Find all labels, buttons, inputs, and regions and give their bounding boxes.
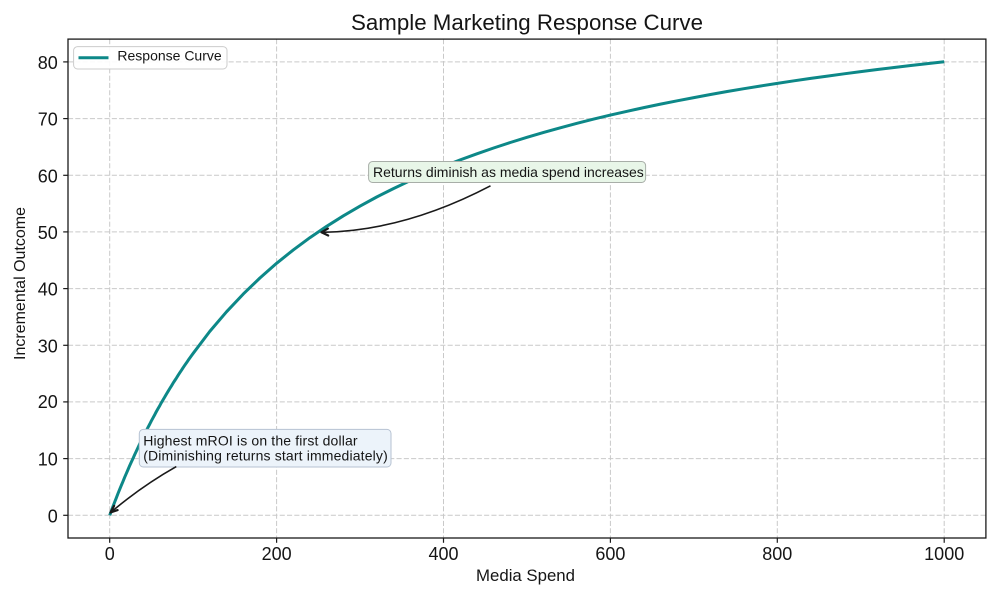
svg-text:10: 10	[38, 450, 58, 470]
svg-text:0: 0	[48, 506, 58, 526]
svg-text:800: 800	[762, 544, 792, 564]
svg-text:Highest mROI is on the first d: Highest mROI is on the first dollar	[143, 433, 358, 449]
svg-text:200: 200	[262, 544, 292, 564]
svg-text:50: 50	[38, 223, 58, 243]
svg-text:0: 0	[105, 544, 115, 564]
svg-text:(Diminishing returns start imm: (Diminishing returns start immediately)	[143, 448, 388, 464]
svg-text:1000: 1000	[924, 544, 964, 564]
svg-text:20: 20	[38, 392, 58, 412]
svg-text:400: 400	[428, 544, 458, 564]
svg-text:40: 40	[38, 280, 58, 300]
svg-text:Incremental Outcome: Incremental Outcome	[12, 207, 29, 360]
svg-text:Media Spend: Media Spend	[476, 566, 575, 585]
svg-text:Returns diminish as media spen: Returns diminish as media spend increase…	[373, 164, 644, 180]
svg-text:600: 600	[595, 544, 625, 564]
svg-text:70: 70	[38, 110, 58, 130]
svg-text:30: 30	[38, 336, 58, 356]
svg-text:60: 60	[38, 166, 58, 186]
svg-text:Response Curve: Response Curve	[117, 48, 221, 64]
svg-text:Sample Marketing Response Curv: Sample Marketing Response Curve	[351, 10, 703, 35]
svg-text:80: 80	[38, 53, 58, 73]
